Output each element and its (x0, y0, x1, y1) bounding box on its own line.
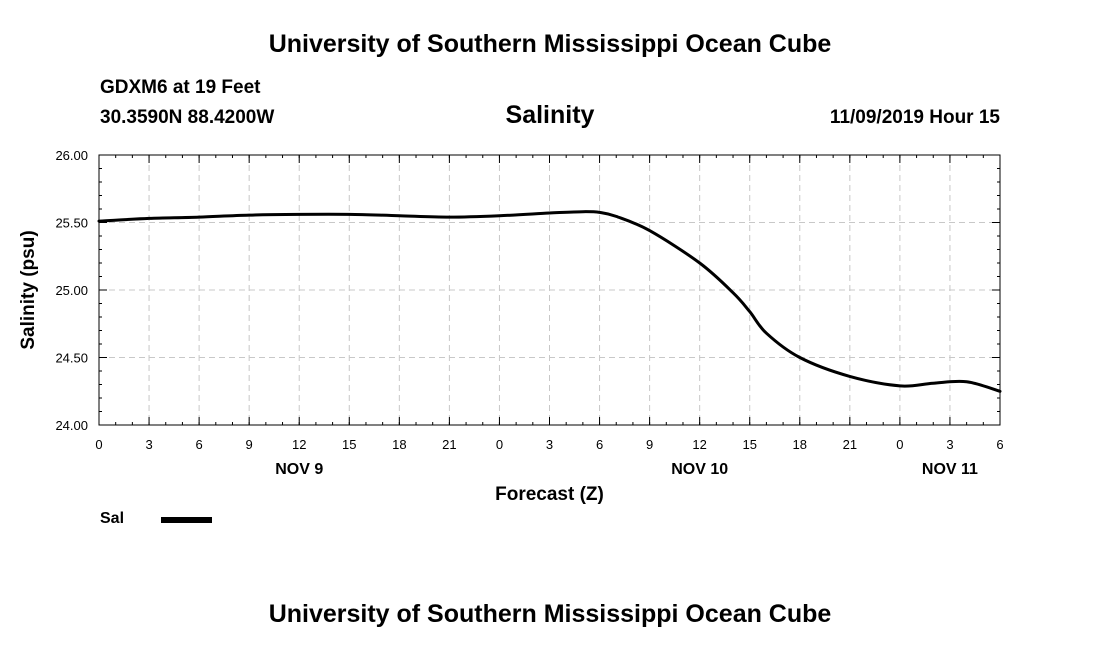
org-title-bottom: University of Southern Mississippi Ocean… (268, 600, 832, 628)
series-line-sal (97, 210, 1002, 393)
x-tick-label: 9 (246, 437, 253, 452)
y-tick-label: 26.00 (55, 148, 88, 163)
station-coords: 30.3590N 88.4200W (100, 107, 275, 128)
day-label: NOV 11 (922, 461, 978, 478)
y-tick-label: 25.50 (55, 216, 88, 231)
x-tick-label: 3 (546, 437, 553, 452)
org-title-top: University of Southern Mississippi Ocean… (268, 30, 832, 58)
x-tick-label: 12 (292, 437, 306, 452)
x-tick-label: 0 (95, 437, 102, 452)
y-axis-title: Salinity (psu) (18, 230, 39, 349)
x-tick-label: 6 (596, 437, 603, 452)
legend-swatch-sal (161, 517, 212, 523)
x-tick-label: 6 (195, 437, 202, 452)
x-tick-label: 15 (742, 437, 756, 452)
day-label: NOV 10 (671, 461, 728, 478)
x-tick-label: 3 (145, 437, 152, 452)
legend-label: Sal (100, 510, 125, 527)
x-tick-label: 9 (646, 437, 653, 452)
x-tick-label: 18 (793, 437, 807, 452)
x-tick-label: 15 (342, 437, 356, 452)
station-label: GDXM6 at 19 Feet (100, 77, 261, 98)
y-tick-label: 24.50 (55, 351, 88, 366)
issued-time: 11/09/2019 Hour 15 (829, 107, 1000, 128)
y-tick-label: 24.00 (55, 418, 88, 433)
x-tick-label: 6 (996, 437, 1003, 452)
x-tick-label: 0 (496, 437, 503, 452)
x-tick-label: 21 (843, 437, 857, 452)
grid-lines (99, 155, 1000, 425)
chart-title: Salinity (505, 101, 595, 129)
x-tick-label: 0 (896, 437, 903, 452)
day-label: NOV 9 (275, 461, 323, 478)
x-tick-label: 3 (946, 437, 953, 452)
x-axis-title: Forecast (Z) (495, 484, 604, 505)
x-tick-label: 21 (442, 437, 456, 452)
x-tick-label: 12 (692, 437, 706, 452)
x-tick-label: 18 (392, 437, 406, 452)
y-tick-label: 25.00 (55, 283, 88, 298)
